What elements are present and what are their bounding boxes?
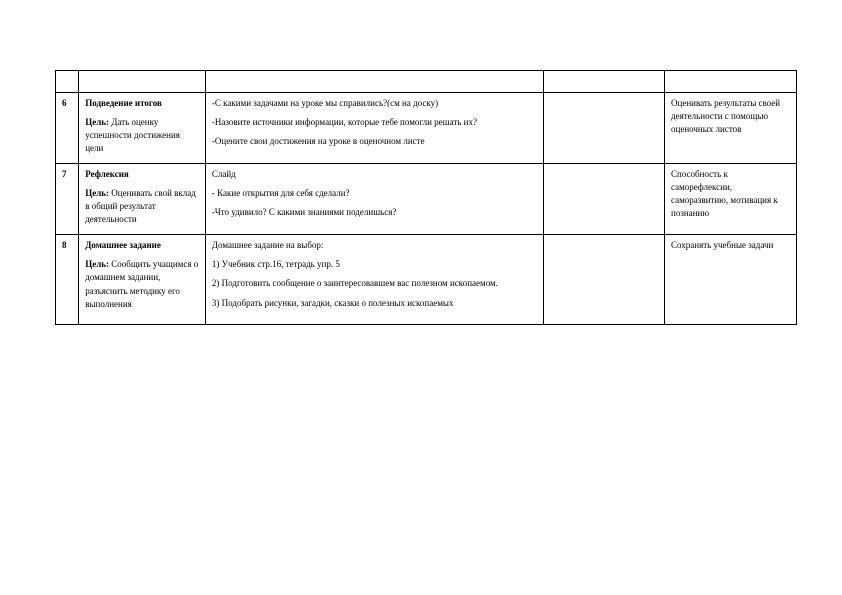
activity-line: Слайд — [212, 168, 537, 181]
activity-cell: -С какими задачами на уроке мы справилис… — [205, 93, 543, 164]
activity-line: 3) Подобрать рисунки, загадки, сказки о … — [212, 297, 537, 310]
stage-title: Рефлексия — [85, 168, 199, 181]
activity-line: 2) Подготовить сообщение о заинтересовав… — [212, 277, 537, 290]
activity-line: -Оцените свои достижения на уроке в оцен… — [212, 135, 537, 148]
stage-cell: Домашнее задание Цель: Сообщить учащимся… — [79, 235, 206, 324]
page: 6 Подведение итогов Цель: Дать оценку ус… — [0, 0, 842, 365]
row-number: 6 — [56, 93, 79, 164]
stage-title: Подведение итогов — [85, 97, 199, 110]
header-cell — [665, 71, 797, 93]
row-number: 8 — [56, 235, 79, 324]
stage-cell: Рефлексия Цель: Оценивать свой вклад в о… — [79, 164, 206, 235]
outcome-cell: Оценивать результаты своей деятельности … — [665, 93, 797, 164]
blank-cell — [543, 164, 664, 235]
outcome-cell: Сохранять учебные задачи — [665, 235, 797, 324]
blank-cell — [543, 235, 664, 324]
table-row: 7 Рефлексия Цель: Оценивать свой вклад в… — [56, 164, 797, 235]
blank-cell — [543, 93, 664, 164]
stage-goal: Цель: Оценивать свой вклад в общий резул… — [85, 188, 196, 224]
activity-cell: Домашнее задание на выбор: 1) Учебник ст… — [205, 235, 543, 324]
table-row: 8 Домашнее задание Цель: Сообщить учащим… — [56, 235, 797, 324]
goal-label: Цель: — [85, 188, 109, 198]
table-header-row — [56, 71, 797, 93]
activity-line: -Что удивило? С какими знаниями поделишь… — [212, 206, 537, 219]
stage-goal: Цель: Сообщить учащимся о домашнем задан… — [85, 259, 198, 308]
stage-cell: Подведение итогов Цель: Дать оценку успе… — [79, 93, 206, 164]
goal-label: Цель: — [85, 259, 109, 269]
header-cell — [79, 71, 206, 93]
table-body: 6 Подведение итогов Цель: Дать оценку ус… — [56, 71, 797, 325]
table-row: 6 Подведение итогов Цель: Дать оценку ус… — [56, 93, 797, 164]
header-cell — [205, 71, 543, 93]
activity-line: -Назовите источники информации, которые … — [212, 116, 537, 129]
activity-line: Домашнее задание на выбор: — [212, 239, 537, 252]
activity-line: -С какими задачами на уроке мы справилис… — [212, 97, 537, 110]
stage-goal: Цель: Дать оценку успешности достижения … — [85, 117, 180, 153]
row-number: 7 — [56, 164, 79, 235]
outcome-cell: Способность к саморефлексии, саморазвити… — [665, 164, 797, 235]
header-cell — [543, 71, 664, 93]
header-cell — [56, 71, 79, 93]
lesson-plan-table: 6 Подведение итогов Цель: Дать оценку ус… — [55, 70, 797, 325]
goal-label: Цель: — [85, 117, 109, 127]
activity-cell: Слайд - Какие открытия для себя сделали?… — [205, 164, 543, 235]
activity-line: 1) Учебник стр.16, тетрадь упр. 5 — [212, 258, 537, 271]
stage-title: Домашнее задание — [85, 239, 199, 252]
activity-line: - Какие открытия для себя сделали? — [212, 187, 537, 200]
